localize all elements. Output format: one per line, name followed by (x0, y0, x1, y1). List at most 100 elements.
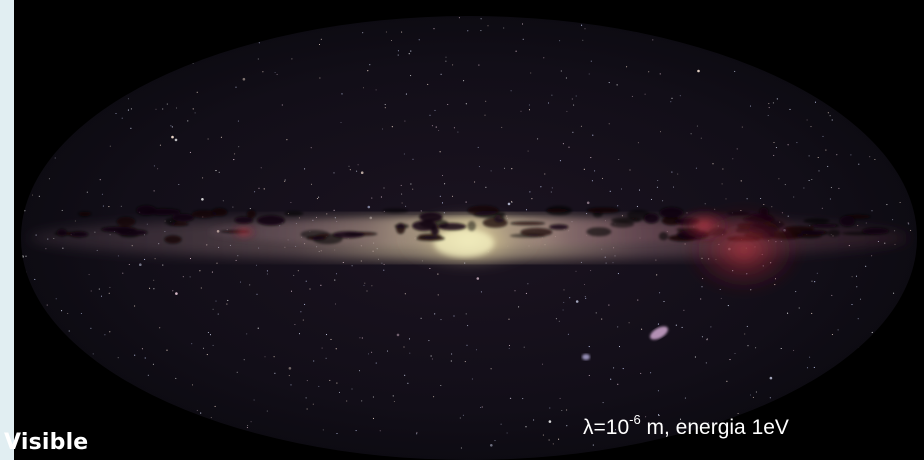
star (149, 287, 151, 289)
star (168, 70, 170, 72)
star (710, 326, 712, 328)
star (290, 384, 292, 386)
red-nebula-left (230, 224, 258, 240)
star (813, 28, 815, 30)
star (326, 213, 328, 215)
star (828, 443, 830, 446)
star (380, 196, 382, 198)
dust-patch (658, 232, 669, 241)
star (670, 101, 672, 103)
star (821, 403, 823, 405)
star (885, 66, 887, 68)
star (618, 158, 620, 161)
star (298, 333, 301, 335)
star (584, 28, 586, 30)
star (816, 272, 818, 274)
dust-patch (136, 205, 157, 216)
star (852, 64, 855, 66)
star (155, 108, 157, 110)
star (697, 69, 700, 73)
star (35, 303, 37, 305)
star (490, 170, 492, 172)
star (614, 429, 617, 431)
star (191, 343, 193, 345)
star (445, 60, 447, 62)
star (348, 165, 350, 167)
dust-patch (234, 216, 254, 224)
star (590, 157, 592, 159)
star (165, 25, 167, 27)
galactic-core-bright (434, 229, 494, 257)
star (856, 286, 858, 288)
star (712, 163, 714, 165)
star (457, 4, 458, 5)
star (507, 202, 511, 206)
star (50, 33, 52, 35)
star (202, 177, 204, 179)
star (329, 379, 331, 381)
star (416, 431, 418, 433)
star (588, 18, 591, 20)
star (920, 277, 921, 278)
star (511, 168, 513, 170)
star (21, 216, 23, 218)
star (480, 18, 482, 20)
star (480, 406, 482, 409)
star (869, 156, 871, 158)
star (522, 398, 524, 400)
star (88, 444, 90, 446)
star (104, 59, 107, 61)
star (290, 290, 293, 292)
star (134, 354, 136, 356)
star (523, 346, 525, 348)
star (520, 110, 522, 112)
star (549, 407, 551, 409)
star (727, 305, 729, 307)
star (880, 430, 882, 433)
star (357, 164, 359, 166)
star (522, 38, 524, 40)
star (485, 6, 486, 7)
star (850, 154, 852, 156)
star (55, 298, 57, 300)
star (49, 126, 51, 128)
star (813, 366, 815, 368)
star (572, 131, 574, 133)
star (775, 147, 777, 149)
dust-patch (284, 211, 304, 216)
star (304, 168, 306, 170)
star (721, 21, 723, 23)
star (572, 5, 573, 6)
star (918, 50, 919, 51)
star (821, 207, 823, 209)
star (694, 356, 696, 358)
star (555, 318, 557, 320)
star (90, 327, 92, 329)
star (858, 18, 860, 20)
star (200, 412, 202, 414)
star (827, 112, 829, 114)
star (45, 316, 47, 318)
star (260, 167, 262, 169)
star (410, 50, 412, 52)
star (575, 300, 579, 303)
star (575, 270, 577, 272)
star (319, 77, 321, 79)
star (349, 169, 351, 171)
star (857, 444, 859, 446)
star (25, 395, 27, 398)
star (412, 188, 414, 190)
star (155, 401, 157, 403)
star (580, 261, 582, 263)
star (217, 313, 219, 315)
star (215, 170, 217, 172)
star (485, 100, 487, 102)
star (386, 350, 389, 352)
star (185, 28, 187, 30)
dust-patch (306, 236, 327, 241)
star (441, 174, 444, 177)
star (68, 330, 70, 332)
star (592, 444, 594, 446)
star (573, 104, 575, 106)
star (843, 428, 845, 430)
